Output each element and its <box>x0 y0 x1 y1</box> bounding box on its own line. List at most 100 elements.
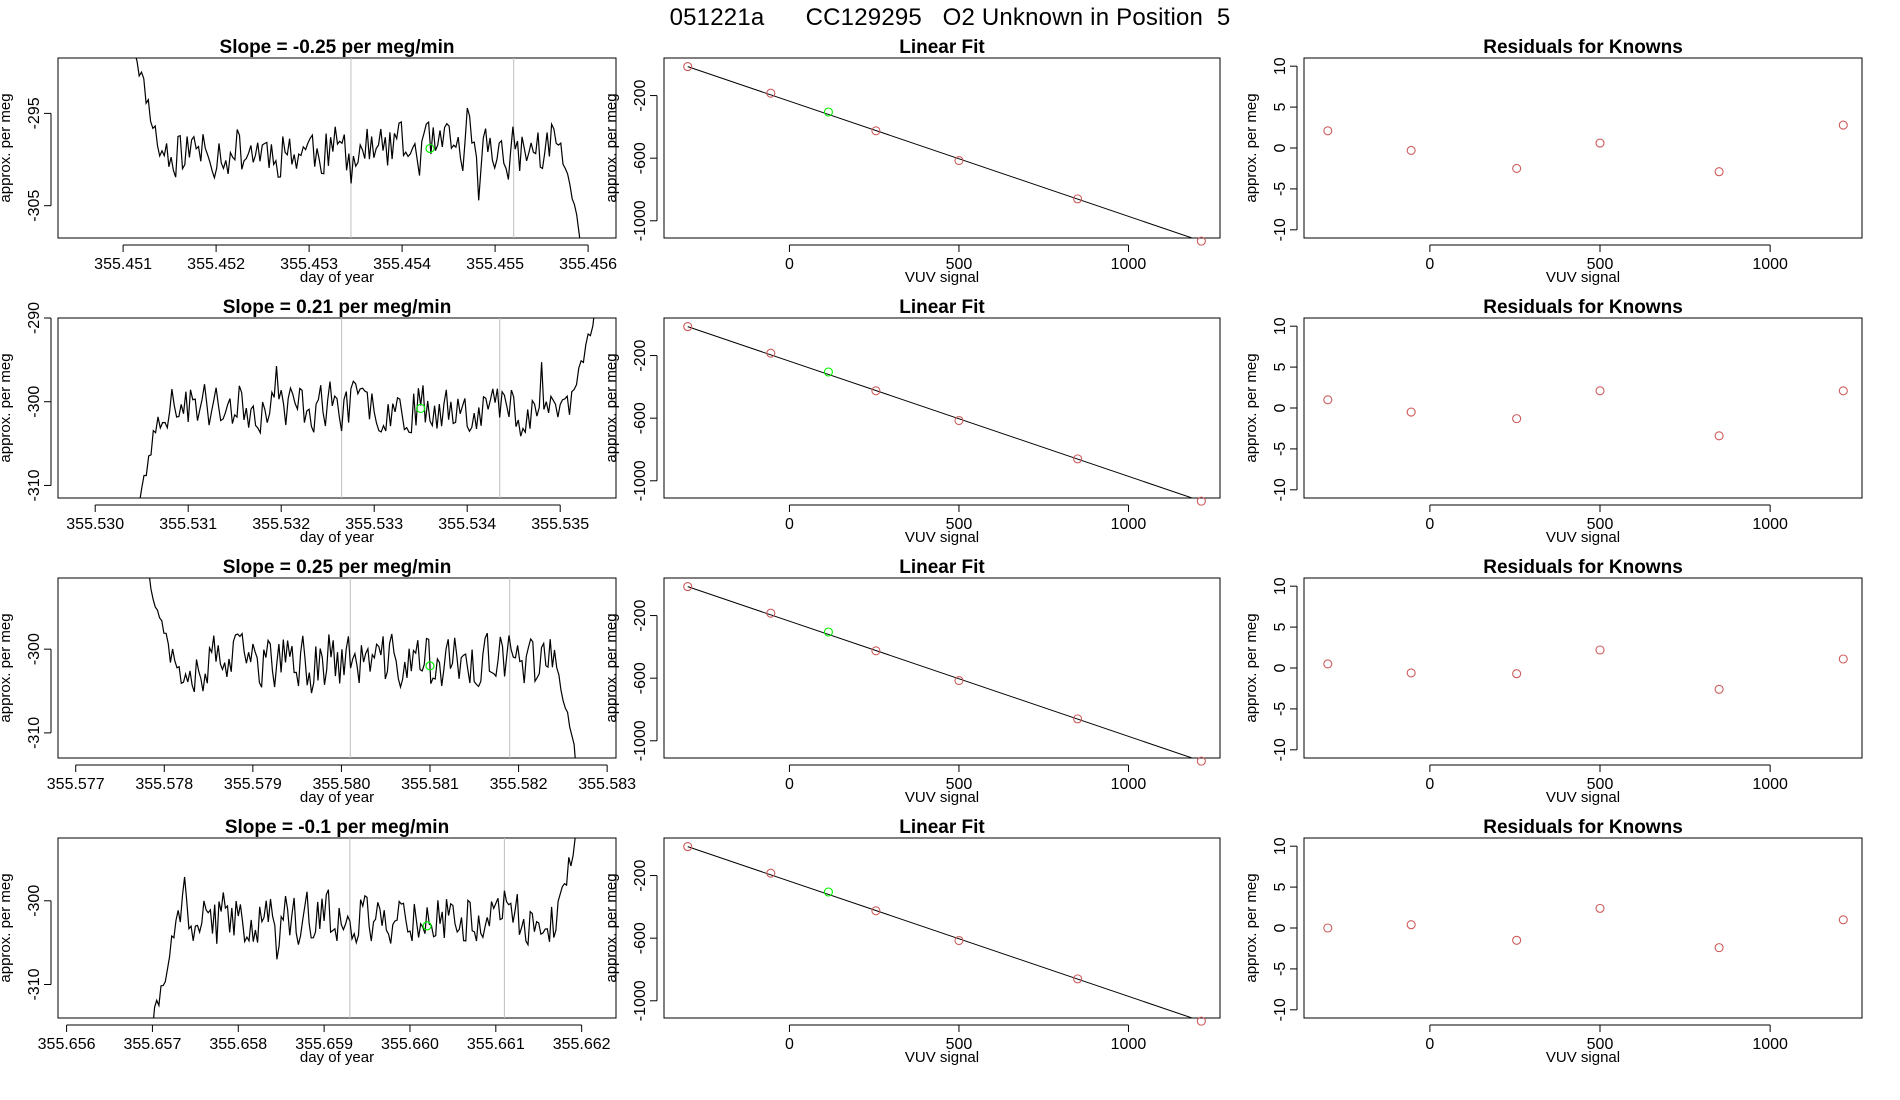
y-tick-label: 5 <box>1272 623 1289 632</box>
known-point <box>683 62 693 72</box>
x-tick-label: 355.533 <box>345 516 403 533</box>
y-tick-label: -310 <box>26 717 43 749</box>
known-point <box>871 126 881 136</box>
x-axis-label: VUV signal <box>905 269 979 286</box>
plot-frame <box>1303 57 1863 239</box>
series-line <box>153 838 576 1018</box>
x-tick-label: 500 <box>1587 256 1614 273</box>
x-axis-label: day of year <box>300 789 374 806</box>
x-tick-label: 355.451 <box>94 256 152 273</box>
x-axis-label: VUV signal <box>905 789 979 806</box>
x-axis-label: VUV signal <box>905 1049 979 1066</box>
y-tick-label: -200 <box>632 859 649 891</box>
residual-point <box>1323 923 1333 933</box>
y-tick-label: -1000 <box>632 200 649 241</box>
residual-point <box>1595 903 1605 913</box>
x-tick-label: 500 <box>1587 516 1614 533</box>
x-tick-label: 355.535 <box>531 516 589 533</box>
unknown-point <box>823 887 833 897</box>
unknown-point <box>823 107 833 117</box>
y-axis-label: approx. per meg <box>603 613 620 722</box>
plot-frame <box>663 317 1221 499</box>
y-tick-label: -5 <box>1272 962 1289 976</box>
residual-point <box>1512 414 1522 424</box>
unknown-point <box>823 627 833 637</box>
y-tick-label: -1000 <box>632 720 649 761</box>
y-tick-label: 10 <box>1272 57 1289 75</box>
y-tick-label: -310 <box>26 968 43 1000</box>
fit-line <box>687 66 1194 238</box>
y-tick-label: -5 <box>1272 442 1289 456</box>
known-point <box>683 842 693 852</box>
known-point <box>871 386 881 396</box>
residual-point <box>1595 386 1605 396</box>
residual-point <box>1323 659 1333 669</box>
x-tick-label: 355.531 <box>159 516 217 533</box>
residual-point <box>1323 126 1333 136</box>
x-tick-label: 0 <box>785 256 794 273</box>
x-tick-label: 1000 <box>1111 1036 1147 1053</box>
x-tick-label: 500 <box>946 516 973 533</box>
unknown-point <box>422 921 432 931</box>
known-point <box>1073 194 1083 204</box>
plot-frame <box>1303 837 1863 1019</box>
x-tick-label: 355.454 <box>373 256 431 273</box>
residual-point <box>1838 386 1848 396</box>
x-axis-label: day of year <box>300 1049 374 1066</box>
residual-point <box>1406 407 1416 417</box>
x-tick-label: 500 <box>946 256 973 273</box>
unknown-point <box>823 367 833 377</box>
x-tick-label: 355.660 <box>381 1036 439 1053</box>
y-tick-label: -290 <box>26 302 43 334</box>
x-tick-label: 500 <box>1587 776 1614 793</box>
residual-point <box>1323 395 1333 405</box>
chart-panel-resid-0: Residuals for Knowns 0 500 1000 VUV signal 10… <box>1243 37 1863 286</box>
y-tick-label: 10 <box>1272 837 1289 855</box>
y-tick-label: -300 <box>26 633 43 665</box>
y-axis-label: approx. per meg <box>603 93 620 202</box>
known-point <box>1073 714 1083 724</box>
x-tick-label: 355.455 <box>466 256 524 273</box>
x-tick-label: 500 <box>1587 1036 1614 1053</box>
panel-title: Residuals for Knowns <box>1483 37 1683 58</box>
x-tick-label: 0 <box>785 1036 794 1053</box>
y-tick-label: -300 <box>26 386 43 418</box>
x-tick-label: 355.456 <box>559 256 617 273</box>
y-tick-label: 5 <box>1272 883 1289 892</box>
panel-title: Slope = 0.25 per meg/min <box>223 557 452 578</box>
y-tick-label: 5 <box>1272 363 1289 372</box>
panel-title: Linear Fit <box>899 37 985 58</box>
chart-panel-resid-1: Residuals for Knowns 0 500 1000 VUV signal 10… <box>1243 297 1863 546</box>
panel-title: Linear Fit <box>899 297 985 318</box>
x-tick-label: 355.580 <box>313 776 371 793</box>
known-point <box>1196 756 1206 766</box>
known-point <box>871 646 881 656</box>
known-point <box>683 322 693 332</box>
residual-point <box>1406 920 1416 930</box>
residual-point <box>1512 669 1522 679</box>
x-tick-label: 355.581 <box>401 776 459 793</box>
residual-point <box>1838 915 1848 925</box>
x-tick-label: 355.577 <box>47 776 105 793</box>
x-tick-label: 500 <box>946 1036 973 1053</box>
y-tick-label: 0 <box>1272 403 1289 412</box>
y-tick-label: -295 <box>26 97 43 129</box>
known-point <box>871 906 881 916</box>
y-axis-label: approx. per meg <box>1243 613 1260 722</box>
x-tick-label: 355.530 <box>66 516 124 533</box>
y-axis-label: approx. per meg <box>0 353 14 462</box>
x-tick-label: 355.583 <box>578 776 636 793</box>
fit-line <box>687 586 1194 758</box>
unknown-point <box>425 143 435 154</box>
known-point <box>1073 454 1083 464</box>
x-tick-label: 355.579 <box>224 776 282 793</box>
y-tick-label: -200 <box>632 599 649 631</box>
x-axis-label: VUV signal <box>1546 529 1620 546</box>
x-tick-label: 0 <box>1425 1036 1434 1053</box>
y-tick-label: -10 <box>1272 218 1289 241</box>
chart-panel-resid-2: Residuals for Knowns 0 500 1000 VUV signal 10… <box>1243 557 1863 806</box>
residual-point <box>1714 684 1724 694</box>
chart-panel-trace-2: Slope = 0.25 per meg/min 355.577 355.578 35… <box>0 557 636 806</box>
residual-point <box>1838 654 1848 664</box>
panel-title: Slope = -0.1 per meg/min <box>225 817 449 838</box>
